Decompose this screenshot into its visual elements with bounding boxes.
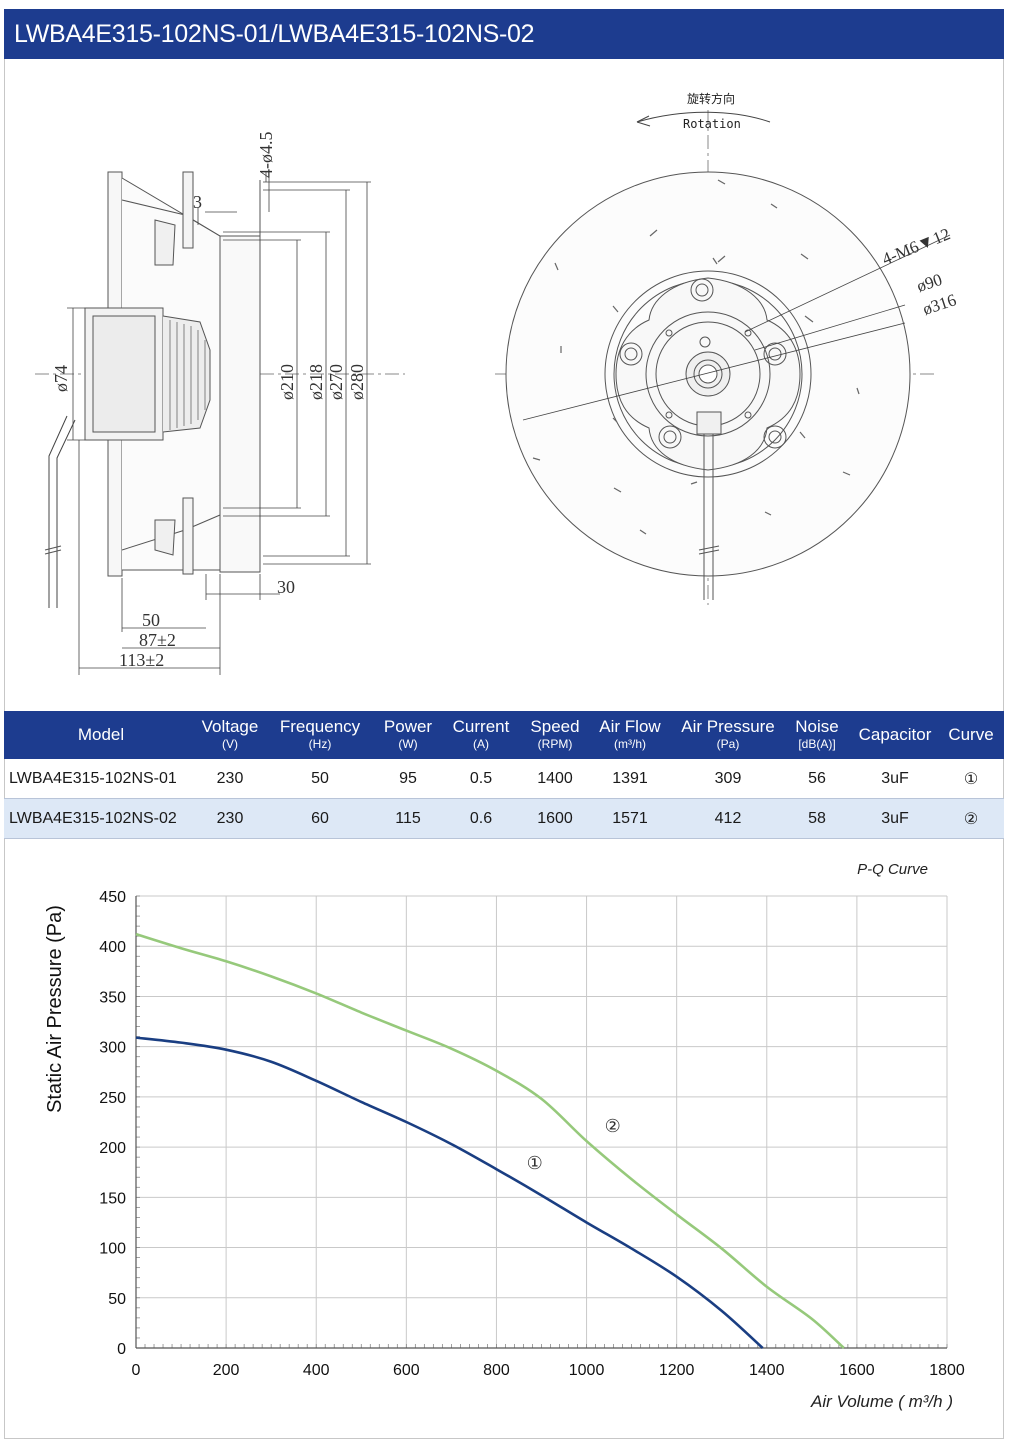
col-capacitor: Capacitor <box>852 711 938 759</box>
x-tick-label: 400 <box>303 1362 330 1379</box>
col-model: Model <box>4 711 198 759</box>
dim-d210: ø210 <box>277 364 297 400</box>
col-noise: Noise [dB(A)] <box>782 711 852 759</box>
x-tick-label: 800 <box>483 1362 510 1379</box>
series-line-2 <box>135 932 845 1349</box>
cell-speed: 1400 <box>524 759 586 799</box>
cell-curve: ① <box>938 759 1004 799</box>
col-power: Power (W) <box>378 711 438 759</box>
cell-frequency: 50 <box>262 759 378 799</box>
col-air-flow: Air Flow (m³/h) <box>586 711 674 759</box>
col-air-pressure: Air Pressure (Pa) <box>674 711 782 759</box>
cell-voltage: 230 <box>198 759 262 799</box>
y-tick-label: 350 <box>99 989 126 1006</box>
dim-113: 113±2 <box>119 650 164 670</box>
cell-power: 115 <box>378 798 438 839</box>
dim-4-hole: 4-ø4.5 <box>256 132 276 179</box>
y-tick-label: 300 <box>99 1040 126 1057</box>
y-tick-label: 200 <box>99 1140 126 1157</box>
spec-table: Model Voltage (V) Frequency (Hz) Power (W) … <box>4 711 1004 839</box>
cell-air-flow: 1391 <box>586 759 674 799</box>
dim-87: 87±2 <box>139 630 176 650</box>
cell-model: LWBA4E315-102NS-01 <box>4 759 198 799</box>
dim-d218: ø218 <box>306 364 326 400</box>
cell-current: 0.6 <box>438 798 524 839</box>
dim-d316: ø316 <box>920 290 958 319</box>
chart-title: P-Q Curve <box>857 861 928 878</box>
x-tick-label: 1800 <box>929 1362 965 1379</box>
chart-y-axis-label: Static Air Pressure (Pa) <box>44 905 66 1113</box>
cell-air-pressure: 412 <box>674 798 782 839</box>
cell-speed: 1600 <box>524 798 586 839</box>
curve-annotation-1: ① <box>527 1153 543 1174</box>
page-title: LWBA4E315-102NS-01/LWBA4E315-102NS-02 <box>4 9 1004 59</box>
cell-curve: ② <box>938 798 1004 839</box>
rotation-label-cn: 旋转方向 <box>687 91 735 106</box>
x-tick-label: 1000 <box>569 1362 605 1379</box>
x-tick-label: 1600 <box>839 1362 875 1379</box>
dim-4-m6: 4-M6▼12 <box>879 224 953 268</box>
y-tick-label: 150 <box>99 1190 126 1207</box>
dim-d74: ø74 <box>51 365 71 392</box>
rotation-label-en: Rotation <box>683 117 741 131</box>
cell-current: 0.5 <box>438 759 524 799</box>
technical-drawing: 4-ø4.5 3 ø74 ø210 ø218 ø270 ø280 30 50 8… <box>35 91 959 675</box>
y-tick-label: 250 <box>99 1090 126 1107</box>
chart-series <box>135 932 845 1349</box>
x-tick-label: 1400 <box>749 1362 785 1379</box>
spec-header-row: Model Voltage (V) Frequency (Hz) Power (W) … <box>4 711 1004 759</box>
side-view: 4-ø4.5 3 ø74 ø210 ø218 ø270 ø280 30 50 8… <box>35 132 405 675</box>
dim-3: 3 <box>193 192 202 212</box>
cell-voltage: 230 <box>198 798 262 839</box>
col-speed: Speed (RPM) <box>524 711 586 759</box>
dim-d270: ø270 <box>326 364 346 400</box>
x-tick-label: 0 <box>132 1362 141 1379</box>
dim-d90: ø90 <box>914 270 944 296</box>
cell-capacitor: 3uF <box>852 798 938 839</box>
x-tick-label: 600 <box>393 1362 420 1379</box>
y-tick-label: 450 <box>99 889 126 906</box>
cell-power: 95 <box>378 759 438 799</box>
series-line-1 <box>135 1036 764 1349</box>
chart-labels: P-Q Curve Static Air Pressure (Pa) Air V… <box>44 861 953 1411</box>
curve-annotation-2: ② <box>605 1116 621 1137</box>
y-tick-label: 0 <box>117 1341 126 1358</box>
table-row: LWBA4E315-102NS-01 230 50 95 0.5 1400 13… <box>4 759 1004 799</box>
cell-frequency: 60 <box>262 798 378 839</box>
cell-noise: 56 <box>782 759 852 799</box>
dim-50: 50 <box>142 610 160 630</box>
col-frequency: Frequency (Hz) <box>262 711 378 759</box>
y-tick-label: 100 <box>99 1241 126 1258</box>
y-tick-label: 400 <box>99 939 126 956</box>
x-tick-label: 200 <box>213 1362 240 1379</box>
col-current: Current (A) <box>438 711 524 759</box>
y-tick-label: 50 <box>108 1291 126 1308</box>
table-row: LWBA4E315-102NS-02 230 60 115 0.6 1600 1… <box>4 798 1004 839</box>
cell-air-flow: 1571 <box>586 798 674 839</box>
dim-d280: ø280 <box>347 364 367 400</box>
front-view: 4-M6▼12 ø90 ø316 旋转方向 Rotation <box>495 91 959 605</box>
cell-capacitor: 3uF <box>852 759 938 799</box>
cell-air-pressure: 309 <box>674 759 782 799</box>
cell-model: LWBA4E315-102NS-02 <box>4 798 198 839</box>
pq-curve-chart: 0 200 400 600 800 1000 1200 1400 1600 1800 0 50 100 1… <box>44 861 965 1411</box>
chart-x-axis-label: Air Volume ( m³/h ) <box>810 1392 953 1411</box>
cell-noise: 58 <box>782 798 852 839</box>
chart-grid <box>135 895 948 1349</box>
chart-axes: 0 200 400 600 800 1000 1200 1400 1600 1800 0 50 100 1… <box>99 889 965 1379</box>
col-curve: Curve <box>938 711 1004 759</box>
col-voltage: Voltage (V) <box>198 711 262 759</box>
dim-30: 30 <box>277 577 295 597</box>
x-tick-label: 1200 <box>659 1362 695 1379</box>
